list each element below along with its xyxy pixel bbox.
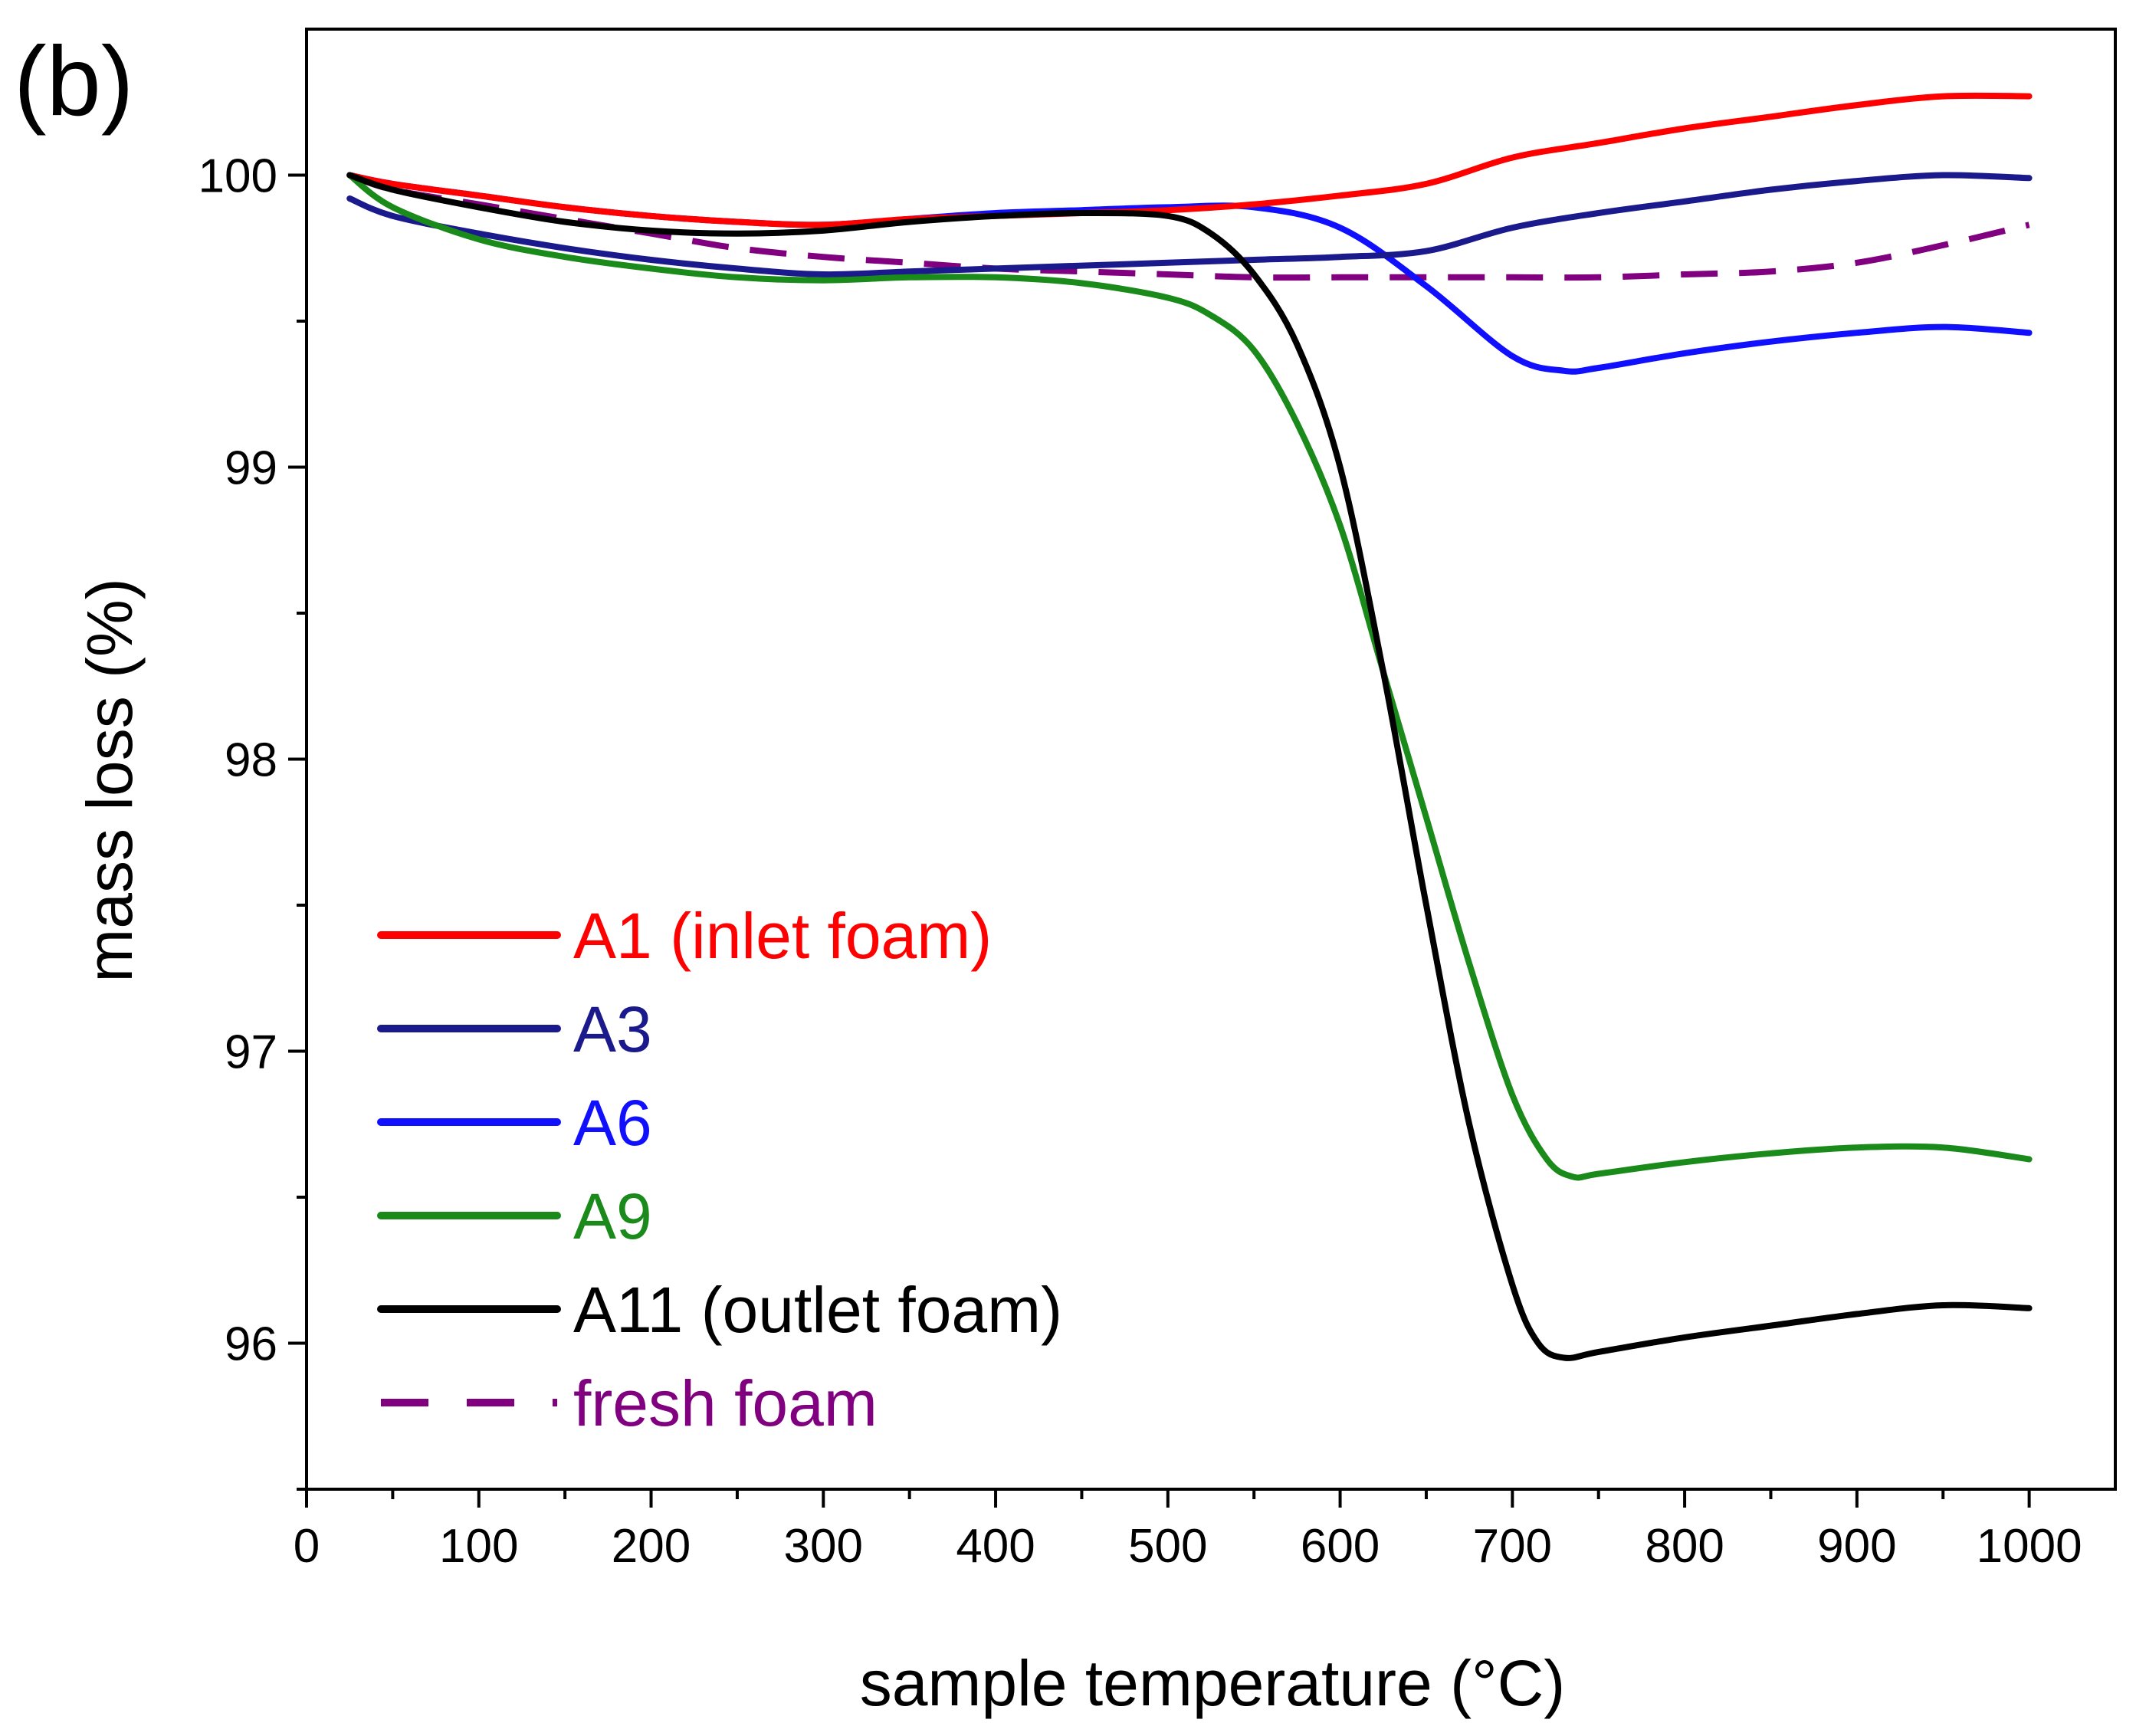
series-line-a9 bbox=[346, 172, 2033, 1181]
x-tick-label: 600 bbox=[1301, 1520, 1380, 1573]
x-tick-label: 300 bbox=[784, 1520, 863, 1573]
series-lines bbox=[346, 92, 2033, 1361]
series-line-a11 bbox=[346, 172, 2033, 1361]
x-tick-label: 500 bbox=[1128, 1520, 1207, 1573]
y-tick-label: 96 bbox=[225, 1318, 277, 1371]
series-line-a3 bbox=[346, 172, 2033, 278]
x-tick-label: 0 bbox=[294, 1520, 320, 1573]
x-tick-label: 100 bbox=[439, 1520, 518, 1573]
y-axis: 96 97 98 99 100 bbox=[199, 150, 307, 1491]
y-tick-label: 98 bbox=[225, 734, 277, 787]
legend-label: A3 bbox=[573, 993, 652, 1065]
panel-label: (b) bbox=[14, 27, 133, 136]
x-tick-label: 700 bbox=[1473, 1520, 1552, 1573]
y-tick-label: 99 bbox=[225, 442, 277, 495]
y-tick-label: 97 bbox=[225, 1026, 277, 1079]
x-tick-label: 400 bbox=[956, 1520, 1035, 1573]
x-axis-title: sample temperature (°C) bbox=[860, 1647, 1566, 1719]
legend-label: A11 (outlet foam) bbox=[573, 1274, 1062, 1346]
legend-label: A9 bbox=[573, 1180, 652, 1252]
legend: A1 (inlet foam) A3 A6 A9 A11 (outlet foam) fr… bbox=[377, 900, 1062, 1439]
x-tick-label: 1000 bbox=[1977, 1520, 2082, 1573]
y-axis-title: mass loss (%) bbox=[74, 578, 146, 982]
series-line-a1 bbox=[346, 92, 2033, 228]
x-tick-label: 900 bbox=[1817, 1520, 1896, 1573]
legend-label: A1 (inlet foam) bbox=[573, 900, 992, 972]
x-tick-label: 200 bbox=[612, 1520, 691, 1573]
legend-label: A6 bbox=[573, 1087, 652, 1159]
legend-label: fresh foam bbox=[573, 1367, 878, 1439]
y-tick-label: 100 bbox=[199, 150, 277, 203]
x-axis: 0 100 200 300 400 500 600 700 800 900 1000 bbox=[294, 1489, 2082, 1573]
x-tick-label: 800 bbox=[1645, 1520, 1724, 1573]
